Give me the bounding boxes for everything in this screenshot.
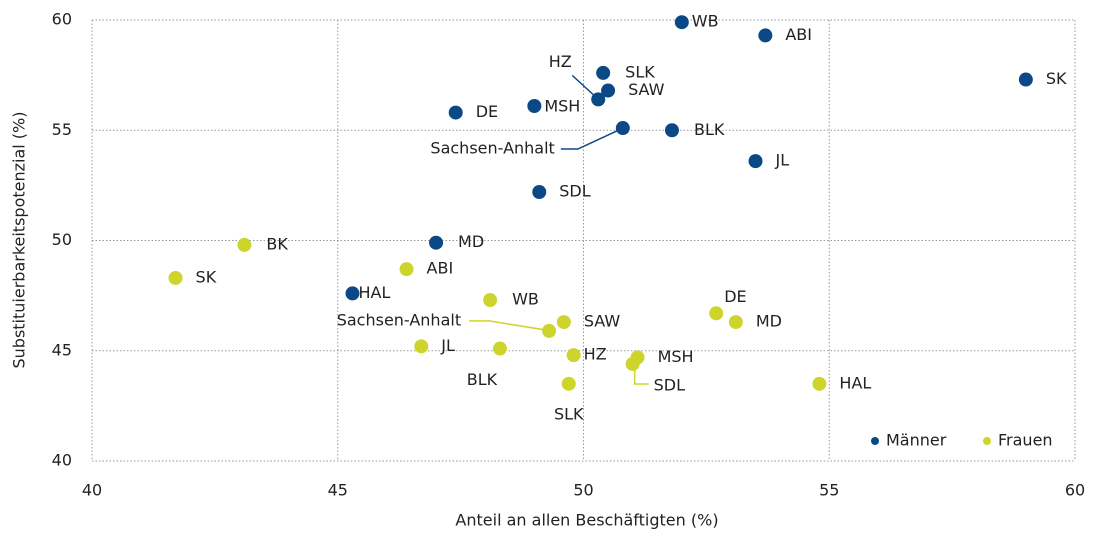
point [527, 98, 542, 113]
y-tick-label: 45 [52, 340, 72, 359]
point-label: DE [724, 287, 746, 306]
point [709, 306, 724, 321]
point-label: HAL [358, 283, 390, 302]
point-label: BK [266, 234, 288, 253]
point [399, 262, 414, 277]
point-label: MSH [658, 347, 694, 366]
point [812, 376, 827, 391]
point [728, 315, 743, 330]
point-label: MD [458, 232, 484, 251]
point-label: SAW [628, 80, 665, 99]
point-label: JL [440, 336, 455, 355]
point [625, 356, 640, 371]
legend-label: Frauen [998, 431, 1053, 450]
x-tick-label: 60 [1065, 481, 1085, 500]
point-label: ABI [427, 259, 454, 278]
point [591, 92, 606, 107]
point-label: MD [756, 312, 782, 331]
point [674, 15, 689, 30]
point [748, 154, 763, 169]
point [429, 235, 444, 250]
point-label: WB [512, 290, 539, 309]
point [556, 315, 571, 330]
point-label: SK [196, 267, 217, 286]
point-label: BLK [467, 370, 498, 389]
point-label: HAL [839, 373, 871, 392]
point [566, 348, 581, 363]
leader-line [571, 74, 597, 98]
y-tick-label: 40 [52, 451, 72, 470]
x-tick-label: 45 [328, 481, 348, 500]
point [758, 28, 773, 43]
y-axis-title: Substituierbarkeitspotenzial (%) [10, 112, 29, 369]
point-label: SK [1046, 69, 1067, 88]
point [532, 184, 547, 199]
leader-line [469, 320, 546, 331]
y-tick-label: 50 [52, 230, 72, 249]
x-tick-label: 55 [819, 481, 839, 500]
point-label: WB [692, 12, 719, 31]
point-label: SDL [654, 375, 685, 394]
point-label: SAW [584, 312, 621, 331]
x-tick-label: 50 [573, 481, 593, 500]
point [561, 376, 576, 391]
point [492, 341, 507, 356]
legend-label: Männer [886, 431, 947, 450]
point-label: Sachsen-Anhalt [337, 310, 461, 329]
point-label: JL [775, 151, 790, 170]
point-label: SDL [559, 181, 590, 200]
legend-marker [871, 437, 879, 445]
point [483, 293, 498, 308]
point [1018, 72, 1033, 87]
y-tick-label: 55 [52, 120, 72, 139]
point-label: DE [476, 102, 498, 121]
point-label: HZ [584, 345, 607, 364]
point [542, 323, 557, 338]
point [601, 83, 616, 98]
point [596, 65, 611, 80]
point [448, 105, 463, 120]
point [345, 286, 360, 301]
point [615, 121, 630, 136]
point [414, 339, 429, 354]
point-label: BLK [694, 120, 725, 139]
x-tick-label: 40 [82, 481, 102, 500]
x-axis-title: Anteil an allen Beschäftigten (%) [455, 511, 718, 530]
point-label: MSH [544, 96, 580, 115]
y-tick-label: 60 [52, 10, 72, 29]
point-label: SLK [625, 62, 655, 81]
point-label: HZ [549, 52, 572, 71]
point-label: ABI [785, 25, 812, 44]
point [237, 237, 252, 252]
leader-line [633, 367, 649, 385]
leader-line [560, 129, 620, 150]
point [168, 270, 183, 285]
point-label: Sachsen-Anhalt [430, 139, 554, 158]
legend-marker [983, 437, 991, 445]
point-label: SLK [554, 404, 584, 423]
point [664, 123, 679, 138]
